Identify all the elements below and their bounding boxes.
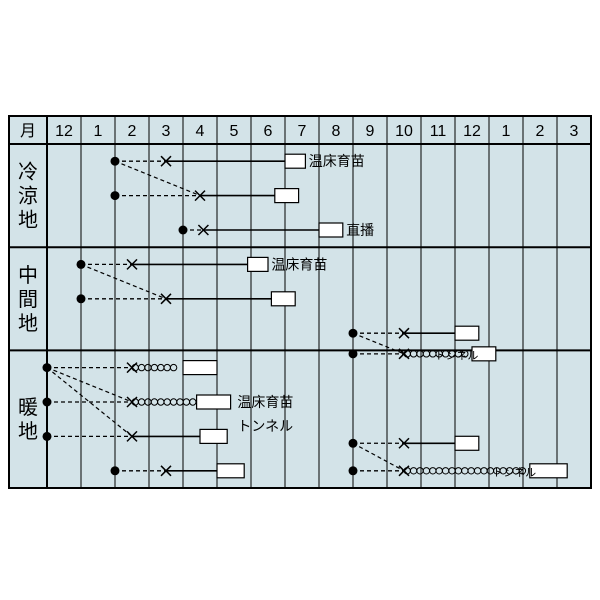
start-dot [349, 466, 358, 475]
month-header: 12 [463, 123, 481, 140]
harvest-box [285, 154, 305, 168]
start-dot [111, 466, 120, 475]
harvest-box [271, 292, 295, 306]
harvest-box [183, 361, 217, 375]
month-header: 3 [570, 123, 579, 140]
row-label: 暖 [18, 396, 38, 419]
month-header: 2 [536, 123, 545, 140]
month-header: 10 [395, 123, 413, 140]
series-label: トンネル [435, 349, 479, 362]
start-dot [111, 191, 120, 200]
harvest-box [248, 257, 268, 271]
series-label: トンネル [237, 418, 293, 434]
harvest-box [275, 189, 299, 203]
series-label: 温床育苗 [309, 153, 365, 169]
start-dot [179, 226, 188, 235]
month-header: 8 [332, 123, 341, 140]
row-label: 涼 [18, 185, 38, 208]
harvest-box [455, 436, 479, 450]
month-header: 12 [55, 123, 73, 140]
row-label: 冷 [18, 161, 38, 184]
month-header: 1 [94, 123, 103, 140]
harvest-box [197, 395, 231, 409]
row-label: 地 [18, 209, 38, 232]
series-label: 温床育苗 [271, 256, 327, 272]
start-dot [77, 294, 86, 303]
harvest-box [319, 223, 343, 237]
month-header: 1 [502, 123, 511, 140]
start-dot [349, 349, 358, 358]
row-label: 間 [18, 289, 38, 311]
harvest-box [200, 429, 227, 443]
month-header: 2 [128, 123, 137, 140]
month-header: 5 [230, 123, 239, 140]
month-header: 3 [162, 123, 171, 140]
row-label: 地 [18, 420, 38, 443]
month-header: 11 [430, 123, 447, 140]
month-header: 6 [264, 123, 273, 140]
row-label: 地 [18, 312, 38, 335]
row-label: 中 [18, 264, 38, 287]
series-label: 温床育苗 [237, 394, 293, 410]
harvest-box [217, 464, 244, 478]
header-month-label: 月 [20, 123, 36, 140]
start-dot [43, 432, 52, 441]
month-header: 4 [196, 123, 205, 140]
month-header: 7 [298, 123, 307, 140]
series-label: トンネル [492, 466, 536, 479]
harvest-box [455, 326, 479, 340]
start-dot [43, 398, 52, 407]
month-header: 9 [366, 123, 375, 140]
series-label: 直播 [346, 222, 374, 238]
